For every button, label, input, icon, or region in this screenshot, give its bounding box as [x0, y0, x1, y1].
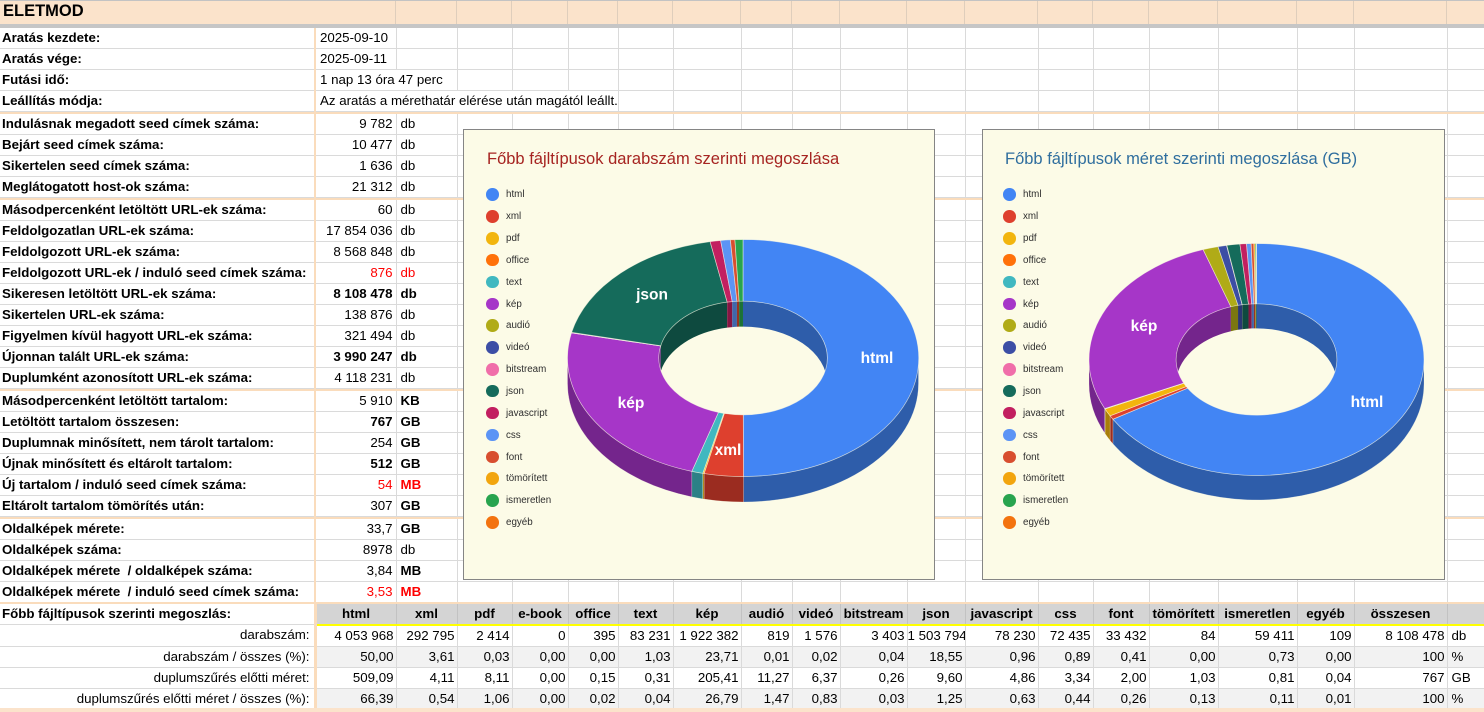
svg-text:json: json — [635, 287, 668, 304]
svg-text:html: html — [861, 350, 894, 367]
svg-text:xml: xml — [715, 442, 742, 459]
svg-text:kép: kép — [618, 395, 645, 412]
svg-text:html: html — [1351, 394, 1384, 411]
svg-text:kép: kép — [1131, 318, 1158, 335]
